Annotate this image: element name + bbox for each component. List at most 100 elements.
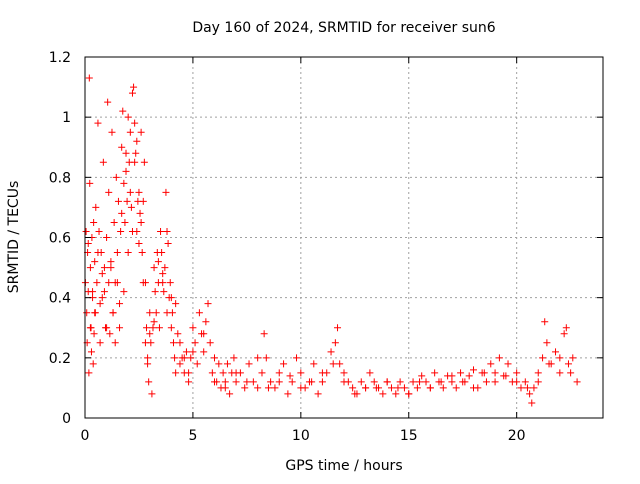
data-point (480, 369, 488, 377)
data-point (437, 378, 445, 386)
data-point (340, 378, 348, 386)
data-point (132, 149, 140, 157)
data-point (372, 384, 380, 392)
data-point (200, 348, 208, 356)
data-point (85, 74, 93, 82)
data-point (221, 378, 229, 386)
data-point (293, 354, 301, 362)
data-point (230, 354, 238, 362)
data-point (349, 384, 357, 392)
data-point (521, 378, 529, 386)
data-point (94, 119, 102, 127)
data-point (135, 188, 143, 196)
data-point (135, 240, 143, 248)
data-point (409, 378, 417, 386)
data-point (523, 384, 531, 392)
data-point (167, 294, 175, 302)
data-point (219, 369, 227, 377)
data-point (172, 300, 180, 308)
data-point (162, 188, 170, 196)
data-point (111, 339, 119, 347)
data-point (249, 378, 257, 386)
data-point (245, 360, 253, 368)
data-point (400, 384, 408, 392)
data-point (90, 330, 98, 338)
data-point (118, 143, 126, 151)
data-point (260, 330, 268, 338)
data-point (86, 324, 94, 332)
data-point (517, 384, 525, 392)
data-point (172, 369, 180, 377)
data-point (223, 360, 231, 368)
data-point (541, 318, 549, 326)
data-point (126, 128, 134, 136)
data-point (159, 279, 167, 287)
data-point (448, 372, 456, 380)
data-point (122, 149, 130, 157)
y-tick-label: 0.4 (49, 291, 71, 307)
data-point (159, 270, 167, 278)
data-point (258, 369, 266, 377)
data-point (113, 279, 121, 287)
data-point (340, 369, 348, 377)
data-point (314, 390, 322, 398)
data-point (513, 378, 521, 386)
data-point (366, 369, 374, 377)
data-point (459, 378, 467, 386)
data-point (148, 390, 156, 398)
x-axis-label: GPS time / hours (285, 458, 402, 474)
data-point (103, 324, 111, 332)
y-tick-label: 1 (62, 110, 71, 126)
data-point (89, 360, 97, 368)
data-point (180, 354, 188, 362)
data-point (99, 158, 107, 166)
data-point (113, 249, 121, 257)
data-point (93, 279, 101, 287)
data-point (163, 227, 171, 235)
data-point (118, 209, 126, 217)
data-point (426, 384, 434, 392)
data-point (418, 372, 426, 380)
data-point (275, 378, 283, 386)
x-tick-label: 0 (81, 428, 90, 444)
data-point (243, 378, 251, 386)
data-point (552, 348, 560, 356)
data-point (116, 324, 124, 332)
data-point (539, 354, 547, 362)
y-tick-label: 1.2 (49, 50, 71, 66)
data-point (331, 339, 339, 347)
data-point (545, 360, 553, 368)
data-point (138, 249, 146, 257)
data-point (151, 288, 159, 296)
data-point (387, 384, 395, 392)
data-point (394, 384, 402, 392)
data-point (569, 354, 577, 362)
data-point (164, 240, 172, 248)
data-point (513, 369, 521, 377)
data-point (141, 339, 149, 347)
data-point (362, 384, 370, 392)
data-point (556, 354, 564, 362)
data-point (187, 354, 195, 362)
data-point (534, 378, 542, 386)
data-point (560, 330, 568, 338)
data-point (297, 369, 305, 377)
data-point (123, 197, 131, 205)
data-point (254, 384, 262, 392)
data-point (267, 378, 275, 386)
y-tick-label: 0.6 (49, 231, 71, 247)
data-point (457, 369, 465, 377)
data-point (128, 89, 136, 97)
data-point (528, 399, 536, 407)
data-point (241, 384, 249, 392)
data-point (149, 324, 157, 332)
data-point (357, 378, 365, 386)
data-point (185, 378, 193, 386)
data-point (405, 390, 413, 398)
data-point (318, 378, 326, 386)
data-point (145, 378, 153, 386)
data-point (109, 309, 117, 317)
data-point (130, 83, 138, 91)
data-point (174, 330, 182, 338)
